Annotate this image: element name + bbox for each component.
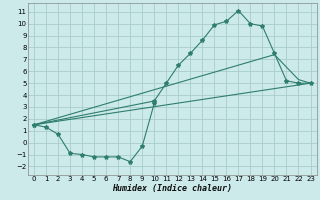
X-axis label: Humidex (Indice chaleur): Humidex (Indice chaleur) xyxy=(112,184,232,193)
